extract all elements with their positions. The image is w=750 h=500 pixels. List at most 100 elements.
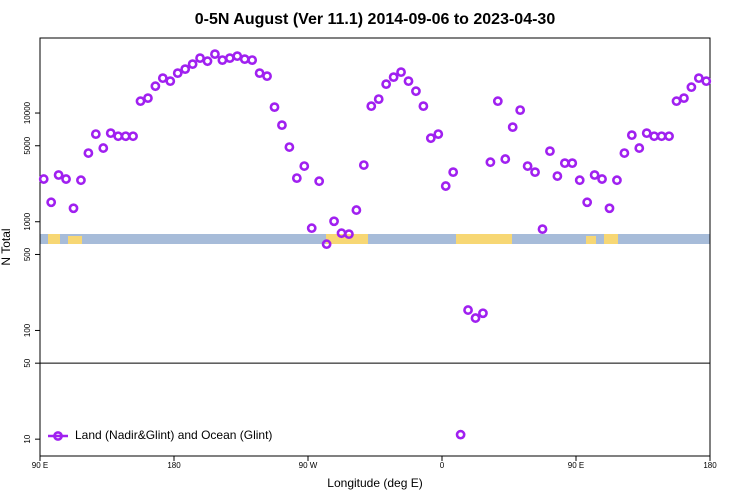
y-tick-label: 100 bbox=[23, 323, 32, 337]
point bbox=[559, 158, 570, 169]
point bbox=[567, 158, 578, 169]
point bbox=[455, 429, 466, 440]
point bbox=[120, 131, 131, 142]
point bbox=[545, 146, 555, 157]
land-patch bbox=[48, 234, 60, 244]
point bbox=[98, 143, 109, 153]
point bbox=[522, 161, 533, 171]
point bbox=[686, 82, 697, 93]
point bbox=[485, 157, 496, 168]
x-tick-label: 180 bbox=[703, 461, 717, 470]
point bbox=[277, 120, 287, 131]
point bbox=[388, 72, 399, 83]
point bbox=[38, 174, 49, 184]
point bbox=[552, 171, 563, 181]
point bbox=[619, 148, 630, 158]
point bbox=[299, 161, 310, 171]
point bbox=[262, 71, 272, 82]
point bbox=[157, 73, 168, 84]
point bbox=[336, 228, 347, 239]
point bbox=[597, 174, 607, 184]
point bbox=[448, 167, 459, 178]
x-tick-label: 0 bbox=[440, 461, 445, 470]
point bbox=[373, 94, 384, 105]
point bbox=[128, 131, 138, 142]
point bbox=[530, 167, 540, 178]
point bbox=[463, 305, 473, 315]
point bbox=[83, 148, 94, 158]
point bbox=[232, 51, 243, 62]
y-tick-label: 500 bbox=[23, 247, 32, 261]
y-tick-label: 10 bbox=[23, 434, 32, 443]
point bbox=[306, 223, 317, 234]
point bbox=[254, 68, 265, 79]
y-tick-label: 50 bbox=[23, 358, 32, 367]
land-patch bbox=[586, 236, 596, 244]
point bbox=[679, 93, 689, 104]
point bbox=[291, 173, 302, 184]
point bbox=[314, 176, 325, 187]
y-tick-label: 10000 bbox=[23, 101, 32, 124]
point bbox=[693, 73, 704, 84]
y-tick-label: 5000 bbox=[23, 136, 32, 154]
point bbox=[440, 181, 451, 191]
point bbox=[671, 96, 682, 107]
point bbox=[217, 55, 228, 66]
point bbox=[612, 175, 622, 186]
y-tick-label: 1000 bbox=[23, 212, 32, 230]
point bbox=[626, 130, 637, 141]
x-tick-label: 90 E bbox=[568, 461, 584, 470]
point bbox=[321, 239, 332, 250]
point bbox=[604, 203, 615, 214]
x-tick-label: 90 E bbox=[32, 461, 48, 470]
point bbox=[649, 131, 660, 142]
point bbox=[284, 142, 295, 152]
point bbox=[269, 102, 280, 113]
point bbox=[403, 76, 414, 87]
point bbox=[634, 143, 645, 153]
land-patch bbox=[604, 234, 618, 244]
point bbox=[641, 128, 652, 139]
point bbox=[411, 86, 421, 97]
point bbox=[478, 308, 488, 319]
point bbox=[582, 197, 593, 208]
land-patch bbox=[326, 234, 368, 244]
point bbox=[507, 122, 518, 133]
point bbox=[500, 154, 511, 164]
point bbox=[425, 133, 436, 144]
point bbox=[366, 101, 377, 112]
point bbox=[105, 128, 116, 139]
point bbox=[656, 131, 667, 142]
point bbox=[46, 197, 57, 208]
point bbox=[664, 131, 674, 142]
point bbox=[344, 229, 354, 240]
point bbox=[574, 175, 585, 186]
x-tick-label: 90 W bbox=[299, 461, 318, 470]
point bbox=[492, 96, 503, 107]
legend-label: Land (Nadir&Glint) and Ocean (Glint) bbox=[75, 428, 272, 442]
y-axis-label: N Total bbox=[0, 228, 13, 265]
x-tick-label: 180 bbox=[167, 461, 181, 470]
point bbox=[433, 129, 444, 140]
point bbox=[180, 64, 191, 75]
point bbox=[172, 68, 183, 79]
point bbox=[701, 76, 712, 87]
point bbox=[210, 49, 220, 60]
point bbox=[143, 93, 153, 104]
point bbox=[68, 203, 79, 214]
chart-title: 0-5N August (Ver 11.1) 2014-09-06 to 202… bbox=[195, 11, 556, 28]
point bbox=[247, 55, 258, 66]
ocean-strip bbox=[40, 234, 710, 244]
point bbox=[165, 76, 176, 87]
point bbox=[53, 170, 64, 180]
land-patch bbox=[68, 236, 82, 244]
x-axis-label: Longitude (deg E) bbox=[327, 476, 422, 490]
point bbox=[113, 131, 124, 142]
point bbox=[61, 174, 71, 184]
point bbox=[135, 96, 146, 107]
point bbox=[358, 160, 369, 170]
land-patch bbox=[456, 234, 512, 244]
point bbox=[239, 54, 250, 65]
